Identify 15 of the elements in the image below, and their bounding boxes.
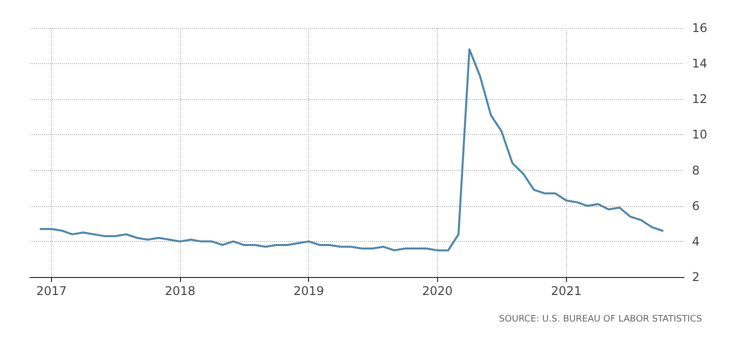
y-tick-label: 8 (692, 163, 700, 178)
x-tick-label: 2017 (36, 284, 67, 298)
y-tick-label: 14 (692, 56, 708, 71)
x-tick-label: 2019 (293, 284, 324, 298)
y-tick-label: 6 (692, 198, 700, 213)
line-series (40, 48, 664, 252)
y-tick-label: 12 (692, 92, 708, 106)
y-tick-label: 16 (692, 21, 708, 35)
source-note: SOURCE: U.S. BUREAU OF LABOR STATISTICS (499, 314, 702, 324)
y-tick-label: 2 (692, 270, 700, 284)
x-tick-label: 2020 (422, 284, 453, 298)
x-tick-label: 2021 (551, 284, 582, 298)
x-tick-label: 2018 (164, 284, 196, 298)
y-tick-label: 4 (692, 234, 700, 248)
y-tick-label: 10 (692, 128, 708, 142)
